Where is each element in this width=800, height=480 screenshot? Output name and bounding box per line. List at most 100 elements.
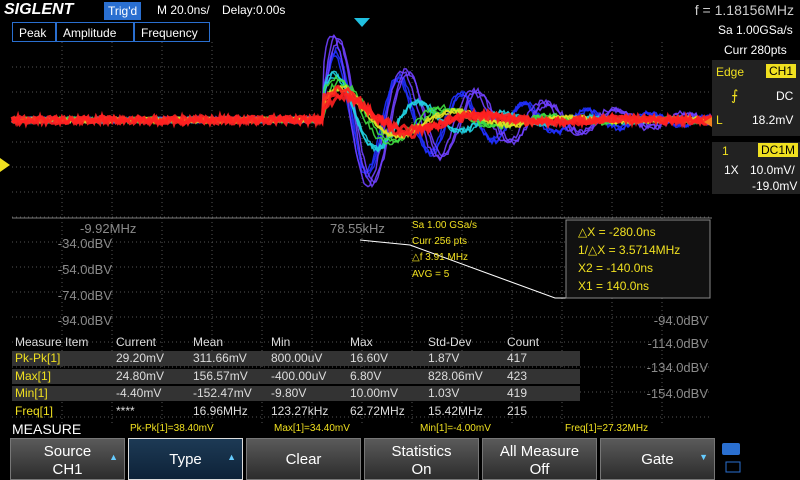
table-header: Count (507, 335, 540, 349)
table-header: Std-Dev (428, 335, 472, 349)
level-label: L (716, 113, 723, 127)
table-cell: 62.72MHz (350, 403, 405, 418)
table-cell: 16.96MHz (193, 403, 248, 418)
table-cell: 311.66mV (193, 351, 247, 365)
cursor-reading: 1/△X = 3.5714MHz (578, 243, 681, 257)
table-row-bg (12, 386, 580, 401)
channel-marker (0, 158, 10, 172)
softkey[interactable]: Clear (246, 438, 361, 480)
softkey-label: Statistics (391, 443, 452, 460)
fft-scale-left: -74.0dBV (57, 288, 112, 303)
trigger-coupling: DC (776, 89, 794, 103)
table-cell: 29.20mV (116, 351, 165, 365)
trigger-type: Edge (716, 65, 745, 79)
table-cell: 417 (507, 351, 528, 365)
usb-icon (722, 443, 740, 455)
edge-icon: ⨍ (731, 87, 739, 103)
softkey[interactable]: Statistics On (364, 438, 479, 480)
status-reading: Freq[1]=27.32MHz (565, 423, 649, 434)
table-cell: 16.60V (350, 351, 389, 365)
fft-freq-label: -9.92MHz (80, 221, 137, 236)
table-cell: 123.27kHz (271, 403, 329, 418)
softkey-label: Source (43, 443, 92, 460)
cursor-box (565, 219, 711, 299)
table-header: Max (350, 335, 373, 349)
waveform (10, 90, 714, 136)
table-cell: 15.42MHz (428, 403, 483, 418)
table-row-bg (12, 368, 580, 384)
table-header: Current (116, 335, 157, 349)
channel-coupling: DC1M (758, 143, 799, 157)
table-cell: 156.57mV (193, 368, 248, 383)
softkey[interactable]: Source CH1 ▲ (10, 438, 125, 480)
status-reading: Min[1]=-4.00mV (420, 423, 491, 434)
softkey[interactable]: Gate ▼ (600, 438, 715, 480)
softkey-arrow: ▲ (109, 452, 118, 462)
table-cell: Max[1] (15, 368, 52, 383)
cursor-reading: X1 = 140.0ns (578, 279, 650, 293)
fft-scale-left: -34.0dBV (57, 236, 112, 251)
table-cell: 24.80mV (116, 368, 165, 383)
table-cell: 423 (507, 368, 528, 383)
fft-info: Curr 256 pts (412, 236, 468, 247)
cursor-reading: △X = -280.0ns (578, 225, 656, 239)
trigger-source: CH1 (766, 64, 797, 78)
softkey-label: Gate (641, 451, 674, 468)
table-cell: -4.40mV (116, 386, 162, 400)
table-cell: 6.80V (350, 368, 382, 383)
fft-scale-left: -54.0dBV (57, 262, 112, 277)
table-cell: Pk-Pk[1] (15, 351, 61, 365)
softkey-label: All Measure (499, 443, 580, 460)
tab[interactable]: Peak (12, 22, 56, 42)
table-cell: Min[1] (15, 386, 48, 400)
table-header: Mean (193, 335, 224, 349)
offset: -19.0mV (752, 179, 798, 193)
table-cell: **** (116, 403, 135, 418)
trigger-level: 18.2mV (752, 113, 794, 127)
trigger-level-marker (704, 117, 712, 127)
softkey-arrow: ▼ (699, 452, 708, 462)
fft-scale-left: -94.0dBV (57, 313, 112, 328)
table-cell: -9.80V (271, 386, 307, 400)
status-reading: Max[1]=34.40mV (274, 423, 350, 434)
table-cell: -400.00uV (271, 368, 327, 383)
softkey-label: Type (169, 451, 202, 468)
tab[interactable]: Frequency (134, 22, 210, 42)
volt-scale: 10.0mV/ (750, 163, 795, 177)
softkey[interactable]: All Measure Off (482, 438, 597, 480)
waveforms (10, 33, 714, 188)
table-row-bg (12, 351, 580, 366)
softkey[interactable]: Type ▲ (128, 438, 243, 480)
fft-scale-right: -134.0dBV (646, 360, 708, 375)
softkey-value: CH1 (52, 461, 83, 478)
table-header: Min (271, 335, 291, 349)
fft-scale-right: -114.0dBV (647, 336, 708, 351)
network-icon (725, 461, 741, 473)
fft-scale-right: -94.0dBV (653, 313, 708, 328)
table-cell: 1.03V (428, 386, 460, 400)
fft-info: AVG = 5 (412, 269, 450, 280)
table-header: Measure Item (15, 335, 89, 349)
table-cell: 215 (507, 403, 528, 418)
tab[interactable]: Amplitude (56, 22, 134, 42)
delay: Delay:0.00s (222, 3, 286, 17)
softkey-value: On (411, 461, 432, 478)
table-cell: 800.00uV (271, 351, 323, 365)
cursor-reading: X2 = -140.0ns (578, 261, 654, 275)
fft-info: △f 3.91 MHz (412, 252, 469, 263)
status-reading: Pk-Pk[1]=38.40mV (130, 423, 214, 434)
softkey-label: Clear (285, 451, 322, 468)
probe: 1X (724, 163, 739, 177)
table-cell: 419 (507, 386, 528, 400)
fft-info: Sa 1.00 GSa/s (412, 220, 478, 231)
fft-freq-label: 78.55kHz (330, 221, 385, 236)
table-cell: 828.06mV (428, 368, 483, 383)
table-cell: 1.87V (428, 351, 460, 365)
points: Curr 280pts (724, 43, 787, 57)
trigger-position (354, 18, 370, 27)
status-title: MEASURE (12, 421, 82, 437)
timebase: M 20.0ns/ (157, 3, 210, 17)
trigger-status: Trig'd (104, 2, 142, 20)
softkey-arrow: ▲ (227, 452, 236, 462)
